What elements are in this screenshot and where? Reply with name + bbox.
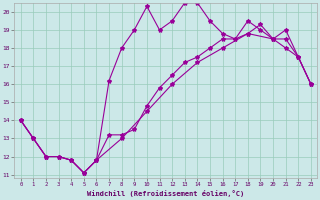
X-axis label: Windchill (Refroidissement éolien,°C): Windchill (Refroidissement éolien,°C) <box>87 190 244 197</box>
